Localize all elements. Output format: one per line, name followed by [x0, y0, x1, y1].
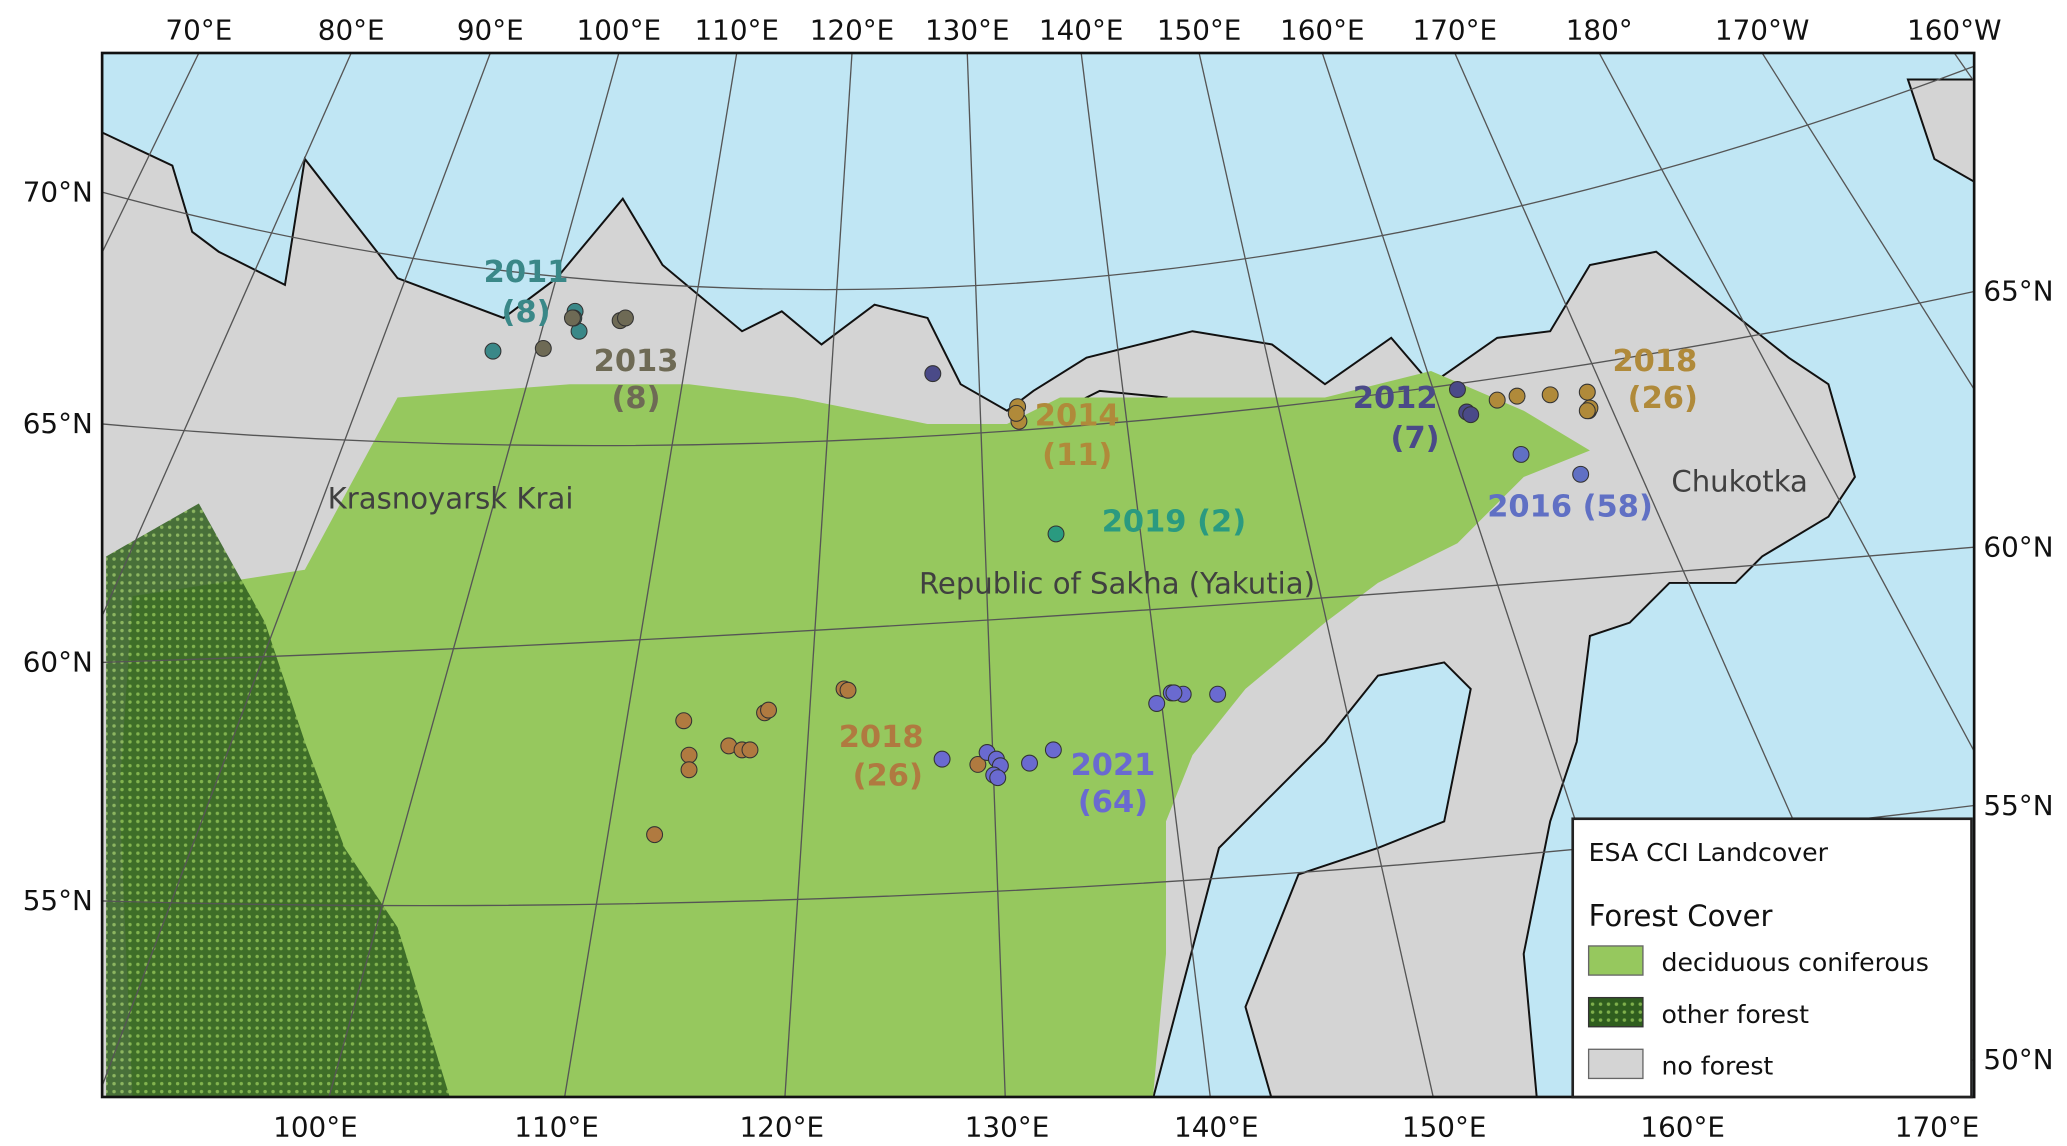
sample-point [1448, 381, 1466, 398]
sample-point [969, 755, 987, 773]
map-area[interactable] [0, 52, 2067, 1146]
land-alaska [1906, 78, 1975, 183]
sample-point [646, 826, 664, 844]
sample-point [1572, 465, 1590, 483]
right-lat-label: 55°N [1983, 789, 2053, 822]
sample-point [741, 741, 759, 759]
land-other-forest [106, 503, 450, 1097]
sample-point [924, 365, 942, 383]
bottom-lon-label: 120°E [739, 1111, 824, 1144]
sample-points [484, 302, 1599, 844]
sample-point [839, 681, 857, 699]
legend-swatch-other-forest [1587, 996, 1644, 1028]
bottom-lon-label: 100°E [273, 1111, 358, 1144]
sample-point [989, 769, 1007, 787]
sample-point [1044, 741, 1062, 759]
region-chukotka: Chukotka [1671, 465, 1808, 499]
sample-point [1541, 386, 1559, 404]
sample-point [1488, 391, 1506, 409]
sample-point [1578, 383, 1596, 401]
map-frame [100, 51, 1976, 1099]
top-lon-label: 110°E [694, 14, 779, 47]
sample-point [1021, 754, 1039, 772]
legend-subtitle: Forest Cover [1589, 899, 1773, 933]
bottom-lon-label: 130°E [965, 1111, 1050, 1144]
label-2016: 2016 (58) [1487, 490, 1653, 525]
sample-point [680, 746, 698, 764]
right-lat-label: 50°N [1983, 1043, 2053, 1076]
bottom-lon-label: 140°E [1174, 1111, 1259, 1144]
sample-point [680, 761, 698, 779]
label-2021: 2021 [1071, 748, 1156, 783]
bottom-lon-label: 170°E [1895, 1111, 1980, 1144]
sample-point [1578, 402, 1596, 420]
left-lat-label: 70°N [23, 175, 93, 208]
label-2018-ne-count: (26) [1628, 381, 1698, 416]
bottom-lon-label: 110°E [514, 1111, 599, 1144]
label-2018-ne: 2018 [1612, 344, 1697, 379]
top-lon-label: 170°W [1715, 14, 1810, 47]
sample-point [534, 339, 552, 357]
bottom-lon-label: 150°E [1402, 1111, 1487, 1144]
campaign-labels: 2011 (8) 2013 (8) 2014 (11) 2019 (2) 201… [484, 255, 1698, 820]
label-2021-count: (64) [1078, 785, 1148, 820]
left-lat-label: 60°N [23, 646, 93, 679]
region-labels: Krasnoyarsk Krai Republic of Sakha (Yaku… [328, 465, 1808, 601]
sample-point [760, 701, 778, 719]
legend: ESA CCI Landcover Forest Cover deciduous… [1571, 817, 1973, 1099]
sample-point [1007, 404, 1025, 422]
top-lon-label: 130°E [925, 14, 1010, 47]
legend-swatch-no-forest [1587, 1048, 1644, 1080]
bottom-lon-label: 160°E [1640, 1111, 1725, 1144]
label-2011-count: (8) [502, 295, 551, 330]
sample-point [1508, 387, 1526, 405]
sample-point [484, 342, 502, 360]
axis-ticks: 70°E 80°E 90°E 100°E 110°E 120°E 130°E 140°E 150… [23, 14, 2054, 1144]
sample-point [1047, 525, 1065, 543]
top-lon-label: 160°W [1907, 14, 2001, 47]
label-2011: 2011 [484, 255, 569, 290]
sample-point [1512, 445, 1530, 463]
label-2012-count: (7) [1391, 421, 1440, 456]
label-2018-s-count: (26) [853, 759, 923, 794]
legend-label-no-forest: no forest [1661, 1051, 1773, 1080]
label-2014-count: (11) [1042, 438, 1112, 473]
label-2019: 2019 (2) [1102, 504, 1246, 539]
sample-point [1462, 406, 1480, 424]
label-2012: 2012 [1353, 381, 1438, 416]
top-lon-label: 80°E [318, 14, 385, 47]
top-lon-label: 160°E [1280, 14, 1365, 47]
top-lon-label: 120°E [810, 14, 895, 47]
land-deciduous-coniferous [119, 370, 1590, 1097]
label-2018-s: 2018 [839, 720, 924, 755]
label-2014: 2014 [1035, 398, 1120, 433]
legend-label-other-forest: other forest [1661, 1000, 1809, 1029]
top-lon-label: 90°E [457, 14, 524, 47]
legend-title: ESA CCI Landcover [1589, 838, 1829, 867]
left-lat-label: 55°N [23, 884, 93, 917]
sample-point [933, 750, 951, 768]
label-2013-count: (8) [612, 381, 661, 416]
right-lat-label: 60°N [1983, 530, 2053, 563]
top-lon-label: 180° [1566, 14, 1633, 47]
left-lat-label: 65°N [23, 407, 93, 440]
sample-point [616, 309, 634, 327]
top-lon-label: 100°E [577, 14, 662, 47]
top-lon-label: 70°E [165, 14, 232, 47]
region-sakha: Republic of Sakha (Yakutia) [919, 567, 1315, 601]
top-lon-label: 150°E [1157, 14, 1242, 47]
top-lon-label: 170°E [1413, 14, 1498, 47]
sample-point [1209, 685, 1227, 703]
region-krasnoyarsk: Krasnoyarsk Krai [328, 482, 574, 516]
right-lat-label: 65°N [1983, 275, 2053, 308]
top-lon-label: 140°E [1039, 14, 1124, 47]
legend-swatch-deciduous [1587, 945, 1644, 976]
sample-point [1165, 684, 1183, 702]
sample-point [1148, 695, 1166, 712]
legend-label-deciduous: deciduous coniferous [1661, 948, 1928, 977]
sample-point [563, 309, 581, 327]
sample-point [675, 712, 693, 730]
label-2013: 2013 [594, 344, 679, 379]
